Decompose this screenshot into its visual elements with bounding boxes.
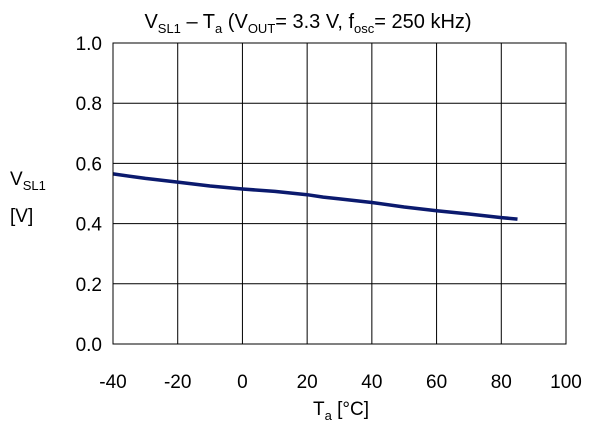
x-tick-label: 0 bbox=[237, 372, 248, 393]
y-tick-label: 0.8 bbox=[76, 94, 102, 115]
y-axis-label: VSL1 bbox=[10, 169, 46, 193]
x-axis-label-sub: a bbox=[325, 408, 333, 423]
y-axis-unit: [V] bbox=[10, 206, 33, 227]
x-axis-label: Ta [°C] bbox=[313, 399, 369, 423]
title-vout-value: = 3.3 V, f bbox=[275, 11, 354, 33]
x-axis-label-unit: [°C] bbox=[332, 399, 369, 420]
x-tick-label: -40 bbox=[99, 372, 126, 393]
title-vout-sub: OUT bbox=[248, 21, 276, 36]
x-axis-label-main: T bbox=[313, 399, 325, 420]
title-dash: – T bbox=[181, 11, 215, 33]
y-tick-label: 0.6 bbox=[76, 154, 102, 175]
tick-labels: -40 -20 0 20 40 60 80 100 0.0 0.2 0.4 0.6 0.8 1.0 bbox=[76, 34, 582, 393]
series-line bbox=[112, 172, 518, 221]
x-tick-label: 100 bbox=[550, 372, 582, 393]
grid bbox=[113, 43, 566, 344]
y-tick-label: 0.2 bbox=[76, 275, 102, 296]
title-v: V bbox=[144, 11, 158, 33]
series-group bbox=[112, 172, 518, 221]
title-ta-sub: a bbox=[215, 21, 223, 36]
x-tick-label: 40 bbox=[361, 372, 382, 393]
x-tick-label: 80 bbox=[491, 372, 512, 393]
y-axis-label-main: V bbox=[10, 169, 23, 190]
y-tick-label: 0.4 bbox=[76, 215, 103, 236]
plot-frame bbox=[112, 42, 567, 345]
y-tick-label: 1.0 bbox=[76, 34, 102, 55]
title-paren: (V bbox=[222, 11, 248, 33]
title-fosc-sub: osc bbox=[354, 21, 375, 36]
title-v-sub: SL1 bbox=[158, 21, 181, 36]
y-axis-label-sub: SL1 bbox=[23, 178, 46, 193]
x-tick-label: 20 bbox=[297, 372, 318, 393]
x-tick-label: 60 bbox=[426, 372, 447, 393]
x-tick-label: -20 bbox=[164, 372, 191, 393]
chart-title: VSL1 – Ta (VOUT= 3.3 V, fosc= 250 kHz) bbox=[144, 11, 471, 36]
title-fosc-value: = 250 kHz) bbox=[374, 11, 471, 33]
y-tick-label: 0.0 bbox=[76, 335, 102, 356]
